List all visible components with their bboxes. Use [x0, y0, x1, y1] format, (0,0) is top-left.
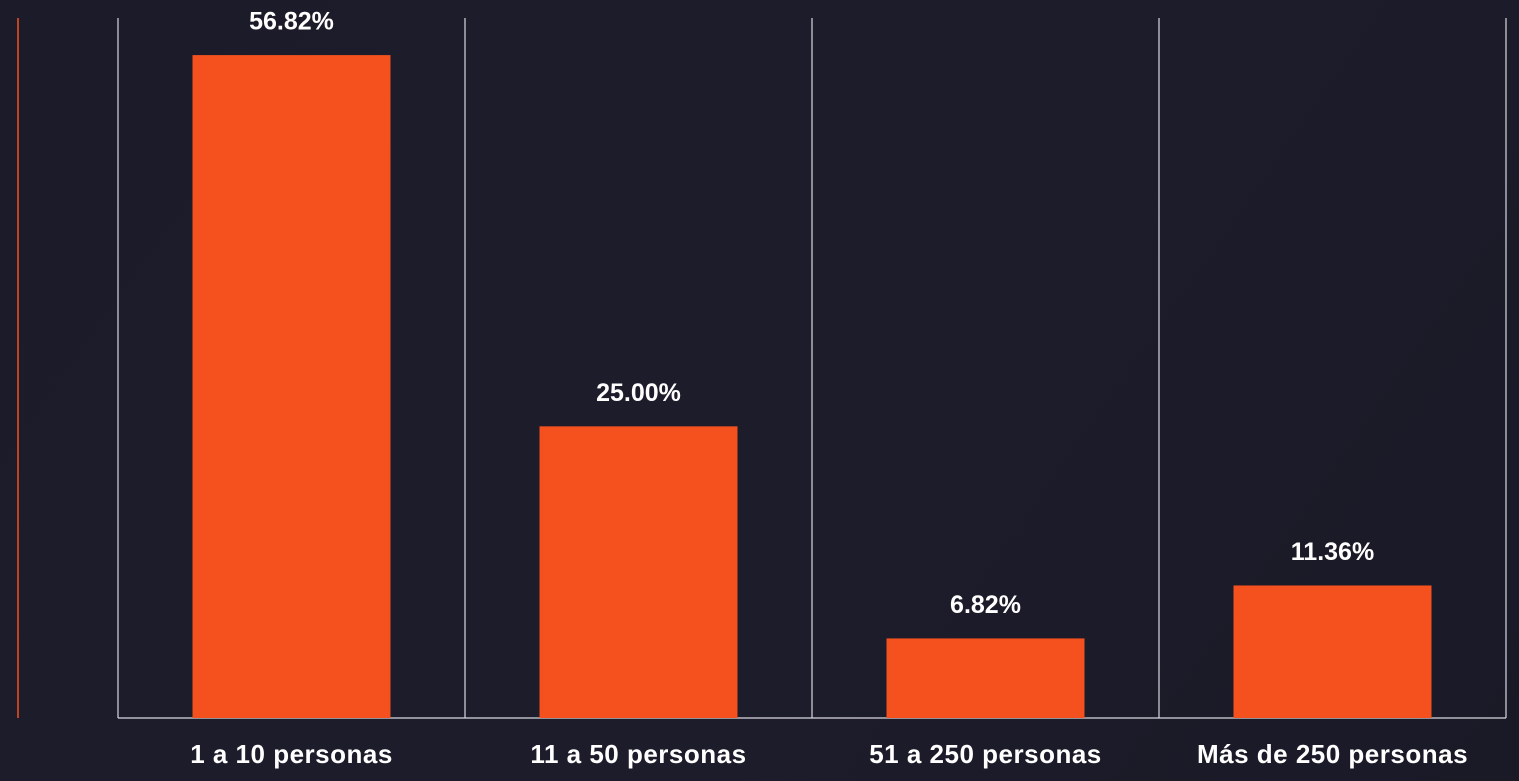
x-tick-label: 11 a 50 personas [530, 739, 746, 769]
x-tick-label: 1 a 10 personas [190, 739, 393, 769]
bar [539, 426, 738, 718]
bar [192, 55, 391, 719]
value-label: 25.00% [596, 379, 681, 407]
bar [886, 638, 1085, 718]
bar [1233, 585, 1432, 718]
x-tick-label: Más de 250 personas [1197, 739, 1468, 769]
x-tick-label: 51 a 250 personas [869, 739, 1102, 769]
value-label: 11.36% [1291, 538, 1374, 566]
value-label: 56.82% [249, 8, 334, 36]
value-label: 6.82% [950, 591, 1021, 619]
